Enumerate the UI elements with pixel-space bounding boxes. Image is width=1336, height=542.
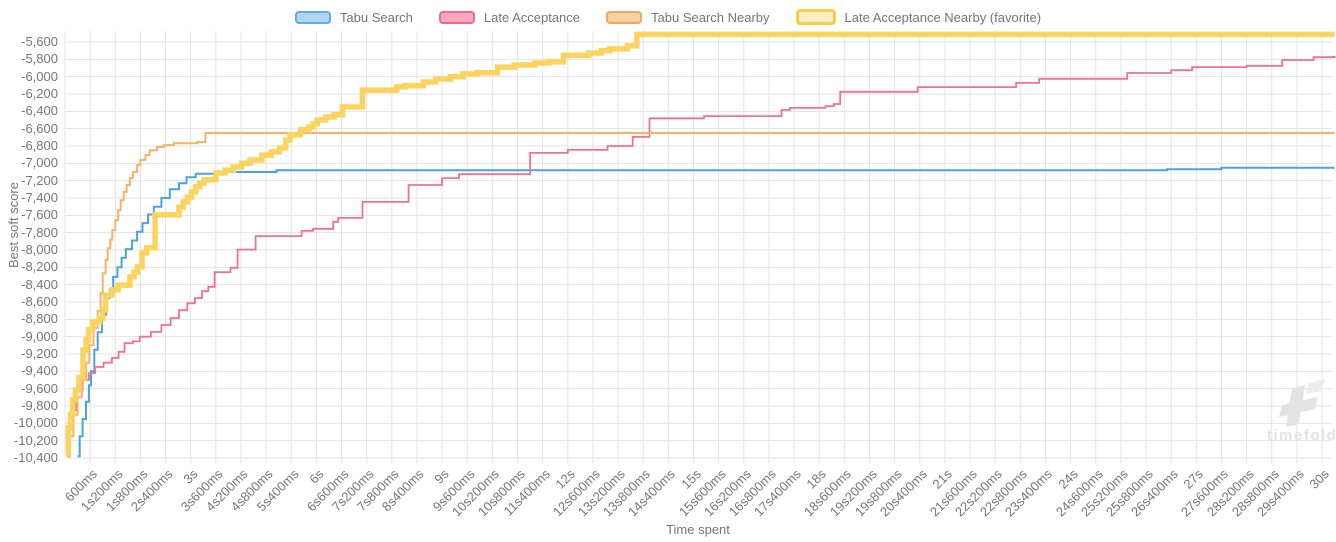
legend-label: Late Acceptance — [483, 9, 581, 25]
legend-item-tabu-search[interactable]: Tabu Search — [294, 9, 413, 25]
y-tick-label: -6,800 — [21, 138, 58, 153]
y-tick-label: -7,600 — [21, 207, 58, 223]
series-line-late-acceptance — [67, 56, 1336, 458]
timefold-logo-icon — [1306, 379, 1325, 394]
timefold-watermark: timefold — [1267, 379, 1336, 444]
y-tick-label: -10,200 — [13, 432, 58, 448]
y-tick-label: -6,600 — [21, 120, 58, 136]
y-tick-label: -7,000 — [21, 155, 58, 171]
chart-legend: Tabu Search Late Acceptance Tabu Search … — [0, 7, 1336, 27]
y-tick-label: -8,400 — [21, 276, 58, 292]
y-tick-label: -9,600 — [21, 380, 58, 396]
legend-swatch-icon — [606, 10, 643, 24]
gridlines — [64, 31, 1332, 463]
y-tick-label: -8,800 — [21, 311, 58, 327]
y-tick-label: -9,000 — [21, 328, 58, 344]
legend-swatch-icon — [438, 10, 475, 24]
x-axis-title: Time spent — [666, 522, 730, 537]
series-line-late-acceptance-nearby-favorite — [65, 31, 1335, 457]
y-tick-label: -6,000 — [21, 68, 58, 84]
y-tick-label: -5,800 — [21, 51, 58, 67]
legend-swatch-icon — [294, 10, 331, 24]
y-tick-label: -7,400 — [21, 190, 58, 205]
legend-label: Tabu Search Nearby — [651, 9, 770, 25]
y-tick-label: -7,200 — [21, 172, 58, 188]
series-line-tabu-search-nearby — [67, 132, 1335, 458]
legend-item-late-acceptance[interactable]: Late Acceptance — [438, 9, 581, 25]
y-tick-label: -10,400 — [13, 450, 58, 465]
y-tick-label: -8,200 — [21, 259, 58, 275]
y-tick-label: -8,000 — [21, 242, 58, 257]
legend-label: Tabu Search — [339, 9, 413, 25]
y-tick-label: -8,600 — [21, 294, 58, 309]
y-tick-label: -9,200 — [21, 346, 58, 361]
y-tick-label: -9,400 — [21, 363, 58, 379]
legend-label: Late Acceptance Nearby (favorite) — [844, 9, 1042, 25]
y-tick-label: -10,000 — [13, 415, 58, 431]
watermark-text: timefold — [1267, 427, 1336, 444]
y-tick-label: -5,600 — [21, 34, 58, 49]
legend-item-tabu-search-nearby[interactable]: Tabu Search Nearby — [606, 10, 770, 25]
legend-item-late-acceptance-nearby[interactable]: Late Acceptance Nearby (favorite) — [795, 9, 1042, 25]
y-tick-label: -6,400 — [21, 103, 58, 119]
y-axis-title: Best soft score — [6, 182, 21, 268]
y-tick-label: -9,800 — [21, 398, 58, 413]
timefold-logo-icon — [1286, 385, 1305, 427]
series-lines — [65, 31, 1336, 458]
y-tick-label: -6,200 — [21, 86, 58, 101]
legend-swatch-icon — [795, 9, 836, 25]
series-line-tabu-search — [77, 166, 1335, 458]
y-tick-label: -7,800 — [21, 224, 58, 240]
